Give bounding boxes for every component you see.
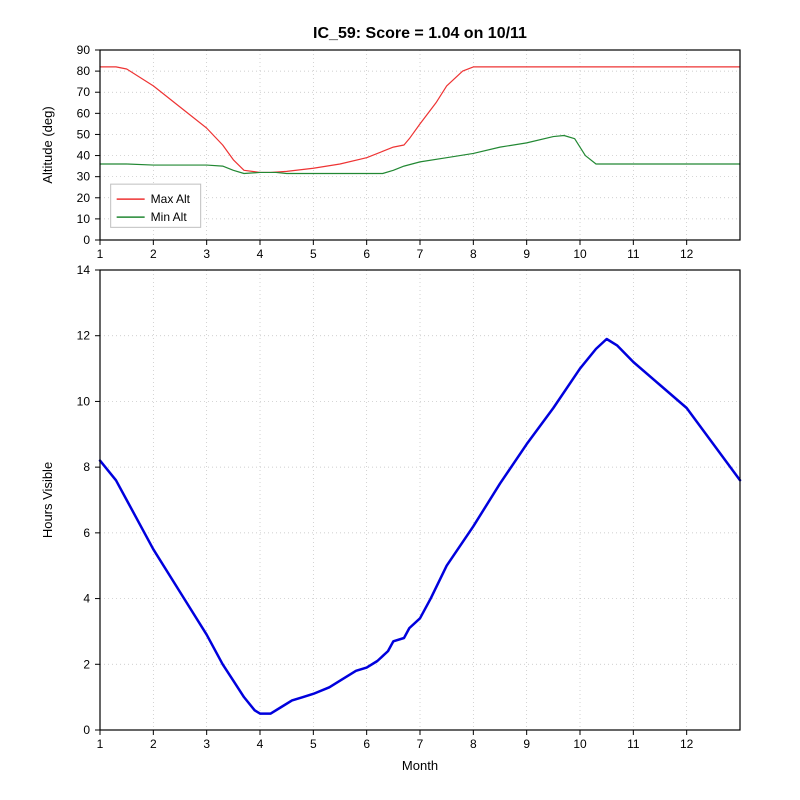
x-tick-label: 1 — [97, 737, 104, 751]
x-tick-label: 8 — [470, 247, 477, 261]
x-tick-label: 10 — [573, 247, 587, 261]
x-tick-label: 11 — [627, 737, 640, 751]
x-tick-label: 2 — [150, 737, 157, 751]
y-tick-label: 10 — [77, 212, 91, 226]
x-tick-label: 3 — [203, 737, 210, 751]
x-tick-label: 12 — [680, 247, 694, 261]
x-axis-label: Month — [402, 758, 438, 773]
x-tick-label: 6 — [363, 247, 370, 261]
y-tick-label: 10 — [77, 394, 91, 408]
y-tick-label: 20 — [77, 191, 91, 205]
x-tick-label: 3 — [203, 247, 210, 261]
x-tick-label: 4 — [257, 737, 264, 751]
x-tick-label: 12 — [680, 737, 694, 751]
x-tick-label: 1 — [97, 247, 104, 261]
y-tick-label: 8 — [83, 460, 90, 474]
y-tick-label: 4 — [83, 592, 90, 606]
y-tick-label: 70 — [77, 85, 91, 99]
y-axis-label: Altitude (deg) — [40, 106, 55, 183]
x-tick-label: 8 — [470, 737, 477, 751]
y-tick-label: 12 — [77, 329, 91, 343]
y-tick-label: 80 — [77, 64, 91, 78]
x-tick-label: 7 — [417, 247, 424, 261]
x-tick-label: 9 — [523, 247, 530, 261]
y-tick-label: 40 — [77, 149, 91, 163]
x-tick-label: 9 — [523, 737, 530, 751]
y-tick-label: 6 — [83, 526, 90, 540]
y-tick-label: 14 — [77, 263, 91, 277]
y-tick-label: 90 — [77, 43, 91, 57]
y-tick-label: 0 — [83, 233, 90, 247]
x-tick-label: 5 — [310, 737, 317, 751]
x-tick-label: 6 — [363, 737, 370, 751]
x-tick-label: 5 — [310, 247, 317, 261]
y-axis-label: Hours Visible — [40, 462, 55, 538]
y-tick-label: 30 — [77, 170, 91, 184]
y-tick-label: 50 — [77, 127, 91, 141]
x-tick-label: 2 — [150, 247, 157, 261]
y-tick-label: 0 — [83, 723, 90, 737]
x-tick-label: 11 — [627, 247, 640, 261]
legend-label: Min Alt — [151, 210, 188, 224]
x-tick-label: 10 — [573, 737, 587, 751]
chart-figure: IC_59: Score = 1.04 on 10/11123456789101… — [0, 0, 800, 800]
chart-title: IC_59: Score = 1.04 on 10/11 — [313, 25, 527, 42]
x-tick-label: 7 — [417, 737, 424, 751]
legend-label: Max Alt — [151, 192, 191, 206]
y-tick-label: 2 — [83, 657, 90, 671]
subplot: 12345678910111202468101214Hours VisibleM… — [40, 263, 740, 773]
y-tick-label: 60 — [77, 106, 91, 120]
x-tick-label: 4 — [257, 247, 264, 261]
subplot: 1234567891011120102030405060708090Altitu… — [40, 43, 740, 261]
